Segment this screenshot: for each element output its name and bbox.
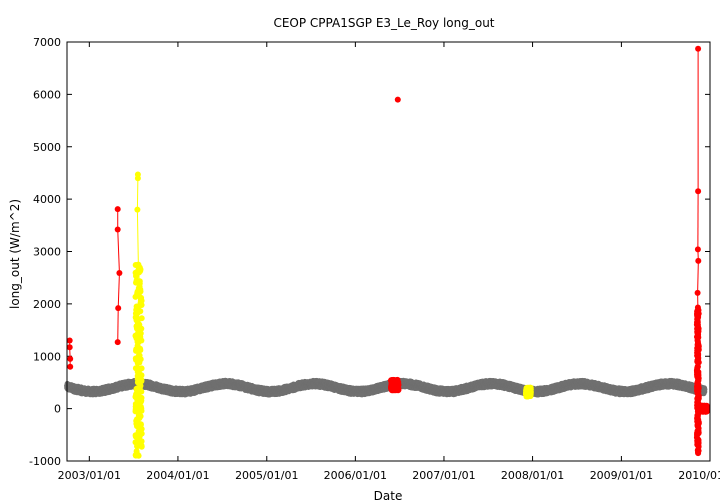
chart-title: CEOP CPPA1SGP E3_Le_Roy long_out <box>273 16 494 30</box>
x-tick-label: 2008/01/01 <box>501 469 564 482</box>
y-axis-label: long_out (W/m^2) <box>8 199 22 309</box>
axes: -1000 0 1000 2000 3000 4000 5000 6000 7000 2003/0… <box>29 36 720 482</box>
x-tick-label: 2010/01/01 <box>678 469 720 482</box>
y-tick-label: 2000 <box>33 298 61 311</box>
x-tick-label: 2003/01/01 <box>58 469 121 482</box>
x-tick-label: 2007/01/01 <box>412 469 475 482</box>
x-tick-label: 2005/01/01 <box>235 469 298 482</box>
y-tick-label: 3000 <box>33 246 61 259</box>
x-tick-label: 2006/01/01 <box>324 469 387 482</box>
x-tick-label: 2004/01/01 <box>146 469 209 482</box>
x-tick-label: 2009/01/01 <box>590 469 653 482</box>
y-tick-label: 4000 <box>33 193 61 206</box>
y-tick-label: 7000 <box>33 36 61 49</box>
y-tick-label: 1000 <box>33 350 61 363</box>
x-axis-label: Date <box>374 489 403 503</box>
y-tick-label: 5000 <box>33 141 61 154</box>
y-tick-label: 0 <box>54 403 61 416</box>
y-tick-label: 6000 <box>33 88 61 101</box>
y-tick-label: -1000 <box>29 455 61 468</box>
series-good <box>64 377 708 398</box>
